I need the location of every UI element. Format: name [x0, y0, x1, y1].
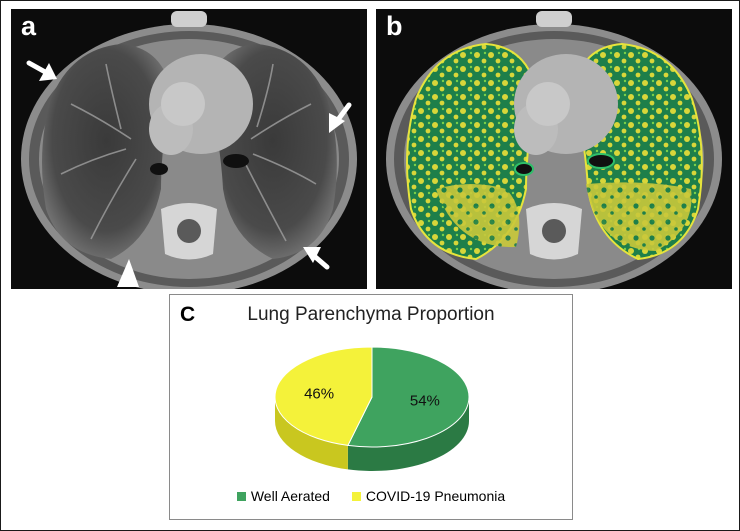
arrow-icon	[329, 102, 352, 133]
panel-b-label: b	[386, 11, 403, 41]
pie-slice-well-aerated	[347, 346, 470, 448]
chart-legend: Well Aerated COVID-19 Pneumonia	[170, 489, 572, 503]
legend-item-covid-pneumonia: COVID-19 Pneumonia	[351, 488, 506, 504]
ct-scan-image-a	[11, 9, 367, 289]
chart-title: Lung Parenchyma Proportion	[247, 304, 495, 325]
pie-data-label: 54%	[410, 392, 440, 409]
pie-chart: 54% 46%	[274, 346, 470, 471]
pie-slice-side	[275, 397, 348, 470]
arrow-icon	[26, 60, 57, 81]
legend-label: COVID-19 Pneumonia	[365, 488, 506, 504]
pie-chart-panel: C Lung Parenchyma Proportion 54% 46% Well…	[169, 294, 573, 520]
pie-slice-covid-pneumonia	[274, 346, 373, 446]
legend-swatch	[351, 492, 361, 501]
legend-item-well-aerated: Well Aerated	[236, 488, 330, 504]
ct-scan-panel-b: b	[376, 9, 732, 289]
arrowhead-icon	[117, 259, 139, 287]
segmented-ct-image-b	[376, 9, 732, 289]
panel-c-label: C	[180, 303, 196, 326]
pie-data-label: 46%	[304, 386, 334, 403]
pie-slice-side	[347, 397, 469, 471]
legend-swatch	[236, 492, 246, 501]
legend-label: Well Aerated	[250, 488, 330, 504]
ct-scan-panel-a: a	[11, 9, 367, 289]
panel-a-label: a	[21, 11, 37, 41]
arrow-icon	[303, 247, 330, 270]
